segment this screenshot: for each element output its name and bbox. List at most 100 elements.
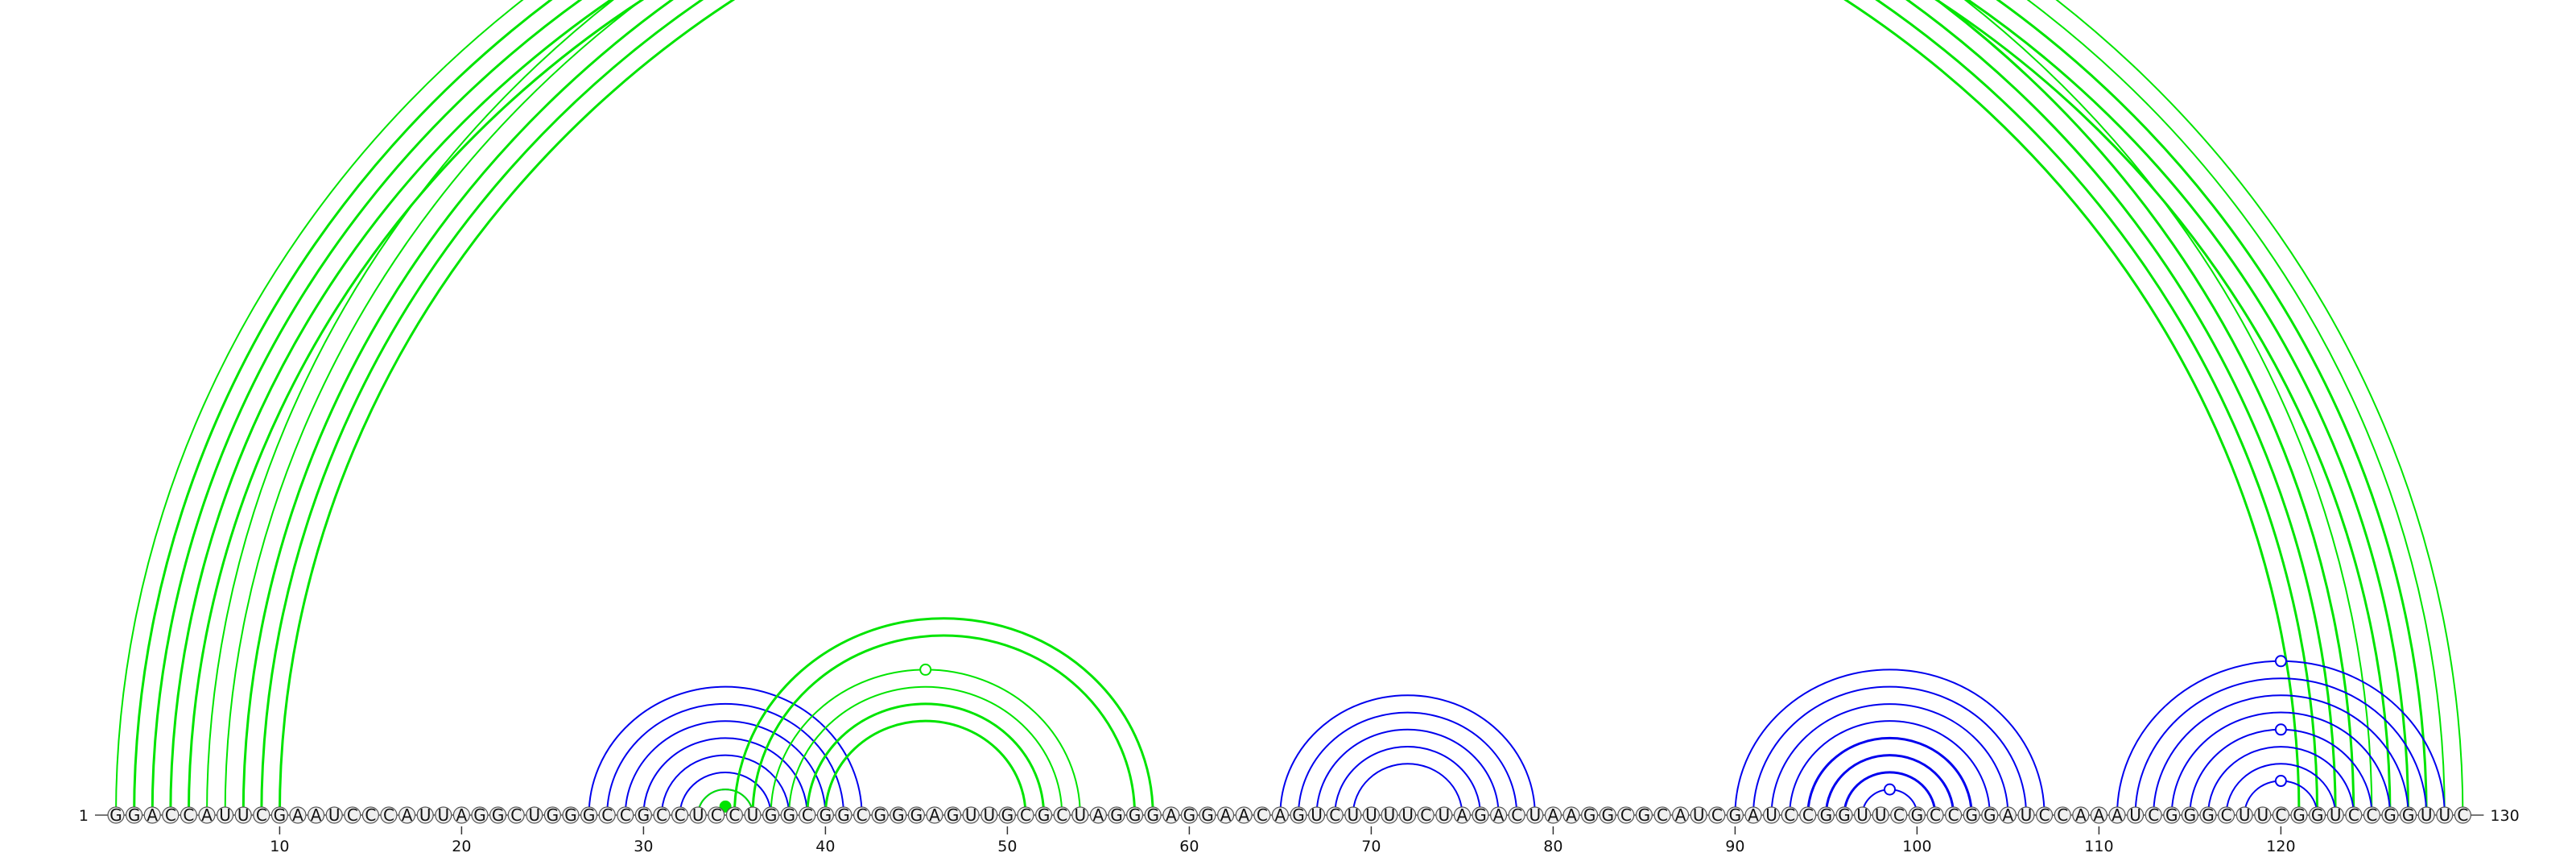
nucleotide: C: [162, 805, 180, 825]
primary-pair-arc-92-105: [1770, 702, 2009, 816]
nucleotide: A: [1453, 805, 1472, 825]
nucleotide: U: [526, 805, 543, 825]
nucleotide-letter: A: [1220, 805, 1232, 825]
primary-pair-arc-27-42: [588, 685, 863, 816]
nucleotide-letter: C: [2039, 805, 2050, 825]
alternative-pair-arc-39-52: [806, 702, 1046, 816]
nucleotide: G: [1472, 805, 1489, 825]
nucleotide-circle: [1890, 806, 1908, 824]
nucleotide: U: [962, 805, 980, 825]
nucleotide-circle: [1344, 806, 1362, 824]
nucleotide-letter: U: [1765, 805, 1777, 825]
nucleotide: U: [1362, 805, 1381, 825]
nucleotide-letter: G: [492, 805, 505, 825]
nucleotide-circle: [1053, 806, 1071, 824]
nucleotide: U: [2417, 805, 2435, 825]
nucleotide: G: [1981, 805, 1999, 825]
nucleotide-circle: [380, 806, 398, 824]
nucleotide-circle: [180, 806, 197, 824]
nucleotide-circle: [780, 806, 798, 824]
nucleotide: C: [1799, 805, 1817, 825]
nucleotide: A: [452, 805, 471, 825]
nucleotide: G: [1835, 805, 1853, 825]
nucleotide-letter: G: [1984, 805, 1996, 825]
nucleotide: G: [1635, 805, 1653, 825]
nucleotide-letter: G: [910, 805, 923, 825]
nucleotide-letter: C: [1620, 805, 1632, 825]
nucleotide-letter: A: [1166, 805, 1177, 825]
nucleotide-circle: [598, 806, 616, 824]
nucleotide: G: [2199, 805, 2217, 825]
tick-label: 40: [815, 838, 835, 855]
nucleotide-circle: [2326, 806, 2344, 824]
nucleotide-circle: [471, 806, 489, 824]
nucleotide: G: [907, 805, 926, 825]
nucleotide: U: [1307, 805, 1326, 825]
nucleotide-letter: C: [2348, 805, 2359, 825]
nucleotide-letter: G: [128, 805, 141, 825]
alternative-pair-arc-8-128: [242, 0, 2428, 816]
nucleotide: U: [2254, 805, 2272, 825]
nucleotide-circle: [1726, 806, 1744, 824]
primary-pair-arc-93-104: [1789, 720, 1991, 816]
nucleotide-letter: G: [2311, 805, 2324, 825]
nucleotide: U: [744, 805, 762, 825]
nucleotide-letter: A: [1457, 805, 1468, 825]
nucleotide: G: [1144, 805, 1162, 825]
nucleotide-letter: C: [2275, 805, 2286, 825]
nucleotide-circle: [653, 806, 671, 824]
nucleotide: G: [634, 805, 653, 825]
nucleotide-circle: [1908, 806, 1926, 824]
nucleotide-circle: [2309, 806, 2326, 824]
nucleotide: C: [1708, 805, 1726, 825]
nucleotide-letter: C: [1948, 805, 1959, 825]
nucleotide-circle: [1781, 806, 1798, 824]
nucleotide-circle: [2400, 806, 2417, 824]
nucleotide-circle: [1708, 806, 1726, 824]
nucleotide-letter: U: [1856, 805, 1868, 825]
nucleotide: G: [2309, 805, 2326, 825]
nucleotide: C: [852, 805, 871, 825]
tick-label: 120: [2266, 838, 2295, 855]
nucleotide: G: [2181, 805, 2198, 825]
nucleotide: G: [780, 805, 798, 825]
nucleotide-letter: C: [383, 805, 394, 825]
primary-pair-arc-95-102: [1824, 754, 1955, 816]
nucleotide: A: [1235, 805, 1253, 825]
alternative-pair-arc-1-125: [115, 0, 2373, 816]
nucleotide: A: [1089, 805, 1108, 825]
nucleotide: A: [926, 805, 943, 825]
nucleotide: U: [2436, 805, 2454, 825]
nucleotide: G: [1199, 805, 1216, 825]
nucleotide: A: [308, 805, 325, 825]
nucleotide-letter: A: [1566, 805, 1577, 825]
nucleotide: U: [1071, 805, 1089, 825]
start-position-label: 1: [79, 807, 89, 825]
nucleotide-letter: G: [837, 805, 850, 825]
nucleotide-letter: G: [2184, 805, 2197, 825]
nucleotide-circle: [1453, 806, 1472, 824]
nucleotide-letter: C: [857, 805, 868, 825]
nucleotide-letter: U: [1438, 805, 1450, 825]
primary-pair-arc-66-78: [1298, 711, 1518, 816]
nucleotide: C: [1653, 805, 1671, 825]
nucleotide: G: [580, 805, 598, 825]
nucleotide-letter: U: [2421, 805, 2433, 825]
nucleotide: A: [1489, 805, 1508, 825]
nucleotide: G: [562, 805, 580, 825]
nucleotide-circle: [398, 806, 416, 824]
nucleotide: G: [1908, 805, 1926, 825]
nucleotide-circle: [634, 806, 653, 824]
alternative-pair-arc-10-126: [278, 0, 2392, 816]
nucleotide-letter: C: [1329, 805, 1340, 825]
alternative-pair-arc-40-51: [824, 719, 1027, 816]
nucleotide: U: [217, 805, 234, 825]
nucleotide: U: [2017, 805, 2035, 825]
nucleotide-letter: A: [292, 805, 303, 825]
nucleotide-circle: [907, 806, 926, 824]
nucleotide: C: [1417, 805, 1435, 825]
nucleotide-circle: [1271, 806, 1290, 824]
nucleotide-circle: [2218, 806, 2235, 824]
nucleotide: U: [2235, 805, 2253, 825]
